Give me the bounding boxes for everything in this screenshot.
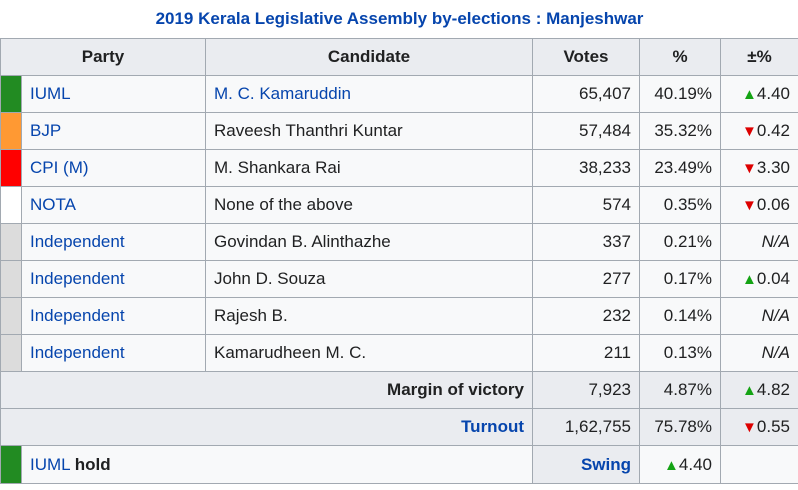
header-percent: %: [639, 38, 721, 76]
table-row: NOTA None of the above 574 0.35% ▼0.06: [0, 186, 798, 224]
turnout-change: ▼0.55: [720, 408, 798, 446]
candidate-name: Kamarudheen M. C.: [205, 334, 533, 372]
percent-cell: 40.19%: [639, 75, 721, 113]
votes-cell: 232: [532, 297, 640, 335]
result-status: hold: [74, 454, 111, 474]
header-row: Party Candidate Votes % ±%: [0, 38, 798, 76]
candidate-name: Raveesh Thanthri Kuntar: [205, 112, 533, 150]
table-row: Independent Rajesh B. 232 0.14% N/A: [0, 297, 798, 335]
party-link[interactable]: Independent: [21, 297, 206, 335]
change-cell: N/A: [720, 223, 798, 261]
margin-change: ▲4.82: [720, 371, 798, 409]
candidate-link[interactable]: M. C. Kamaruddin: [205, 75, 533, 113]
margin-row: Margin of victory 7,923 4.87% ▲4.82: [0, 371, 798, 409]
change-cell: N/A: [720, 297, 798, 335]
swing-link[interactable]: Swing: [532, 445, 640, 484]
party-link[interactable]: IUML: [21, 75, 206, 113]
party-color-swatch: [0, 297, 22, 335]
party-color-swatch: [0, 186, 22, 224]
header-change: ±%: [720, 38, 798, 76]
change-cell: N/A: [720, 334, 798, 372]
table-row: IUML M. C. Kamaruddin 65,407 40.19% ▲4.40: [0, 75, 798, 113]
down-arrow-icon: ▼: [742, 123, 757, 140]
change-cell: ▼3.30: [720, 149, 798, 187]
percent-cell: 23.49%: [639, 149, 721, 187]
header-votes: Votes: [532, 38, 640, 76]
down-arrow-icon: ▼: [742, 160, 757, 177]
party-color-swatch: [0, 334, 22, 372]
up-arrow-icon: ▲: [742, 271, 757, 288]
votes-cell: 277: [532, 260, 640, 298]
candidate-name: M. Shankara Rai: [205, 149, 533, 187]
votes-cell: 38,233: [532, 149, 640, 187]
result-party-link[interactable]: IUML: [30, 454, 70, 474]
party-link[interactable]: CPI (M): [21, 149, 206, 187]
party-color-swatch: [0, 112, 22, 150]
votes-cell: 574: [532, 186, 640, 224]
party-color-swatch: [0, 223, 22, 261]
party-link[interactable]: Independent: [21, 260, 206, 298]
votes-cell: 65,407: [532, 75, 640, 113]
empty-cell: [720, 445, 798, 484]
percent-cell: 35.32%: [639, 112, 721, 150]
votes-cell: 337: [532, 223, 640, 261]
candidate-name: Govindan B. Alinthazhe: [205, 223, 533, 261]
party-link[interactable]: Independent: [21, 223, 206, 261]
change-cell: ▲0.04: [720, 260, 798, 298]
table-row: BJP Raveesh Thanthri Kuntar 57,484 35.32% ▼0…: [0, 112, 798, 150]
header-party: Party: [0, 38, 206, 76]
candidate-name: Rajesh B.: [205, 297, 533, 335]
margin-label: Margin of victory: [0, 371, 533, 409]
up-arrow-icon: ▲: [742, 382, 757, 399]
percent-cell: 0.21%: [639, 223, 721, 261]
table-row: Independent John D. Souza 277 0.17% ▲0.04: [0, 260, 798, 298]
percent-cell: 0.14%: [639, 297, 721, 335]
swing-value: ▲4.40: [639, 445, 721, 484]
party-color-swatch: [0, 260, 22, 298]
up-arrow-icon: ▲: [664, 456, 679, 474]
party-link[interactable]: BJP: [21, 112, 206, 150]
margin-votes: 7,923: [532, 371, 640, 409]
change-cell: ▲4.40: [720, 75, 798, 113]
votes-cell: 57,484: [532, 112, 640, 150]
party-color-swatch: [0, 149, 22, 187]
change-cell: ▼0.42: [720, 112, 798, 150]
down-arrow-icon: ▼: [742, 197, 757, 214]
party-color-swatch: [0, 445, 22, 484]
party-color-swatch: [0, 75, 22, 113]
turnout-votes: 1,62,755: [532, 408, 640, 446]
turnout-percent: 75.78%: [639, 408, 721, 446]
table-row: Independent Kamarudheen M. C. 211 0.13% N/A: [0, 334, 798, 372]
table-row: CPI (M) M. Shankara Rai 38,233 23.49% ▼3.30: [0, 149, 798, 187]
party-link[interactable]: NOTA: [21, 186, 206, 224]
candidate-name: John D. Souza: [205, 260, 533, 298]
percent-cell: 0.13%: [639, 334, 721, 372]
turnout-link[interactable]: Turnout: [0, 408, 533, 446]
table-title[interactable]: 2019 Kerala Legislative Assembly by-elec…: [0, 0, 798, 39]
votes-cell: 211: [532, 334, 640, 372]
down-arrow-icon: ▼: [742, 419, 757, 436]
margin-percent: 4.87%: [639, 371, 721, 409]
percent-cell: 0.17%: [639, 260, 721, 298]
result-party: IUML hold: [21, 445, 533, 484]
percent-cell: 0.35%: [639, 186, 721, 224]
change-cell: ▼0.06: [720, 186, 798, 224]
table-row: Independent Govindan B. Alinthazhe 337 0.21…: [0, 223, 798, 261]
up-arrow-icon: ▲: [742, 86, 757, 103]
header-candidate: Candidate: [205, 38, 533, 76]
party-link[interactable]: Independent: [21, 334, 206, 372]
result-row: IUML hold Swing ▲4.40: [0, 445, 798, 484]
turnout-row: Turnout 1,62,755 75.78% ▼0.55: [0, 408, 798, 446]
candidate-name: None of the above: [205, 186, 533, 224]
